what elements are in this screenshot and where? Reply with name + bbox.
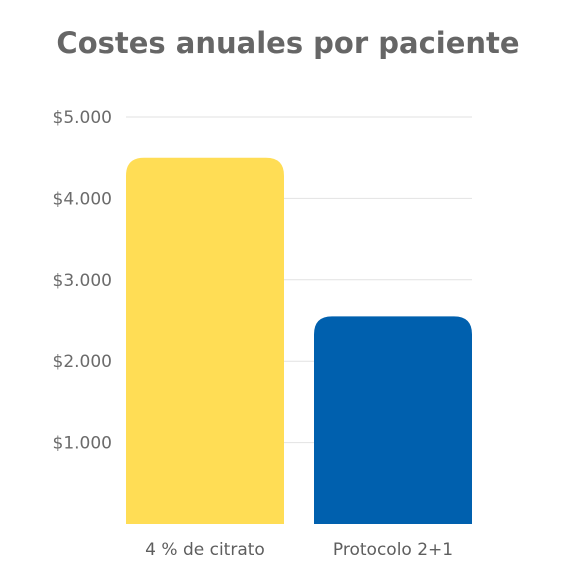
y-tick-label: $2.000 bbox=[53, 352, 112, 372]
y-axis-ticks: $1.000 $2.000 $3.000 $4.000 $5.000 bbox=[53, 108, 112, 454]
y-tick-label: $3.000 bbox=[53, 271, 112, 291]
bar-1 bbox=[126, 157, 284, 524]
y-tick-label: $4.000 bbox=[53, 189, 112, 209]
y-tick-label: $1.000 bbox=[53, 434, 112, 454]
chart-title: Costes anuales por paciente bbox=[56, 26, 520, 60]
x-category-label: Protocolo 2+1 bbox=[333, 540, 453, 560]
bar-2 bbox=[314, 316, 472, 524]
bars bbox=[126, 157, 472, 524]
y-tick-label: $5.000 bbox=[53, 108, 112, 128]
x-axis-labels: 4 % de citrato Protocolo 2+1 bbox=[145, 540, 453, 560]
x-category-label: 4 % de citrato bbox=[145, 540, 265, 560]
